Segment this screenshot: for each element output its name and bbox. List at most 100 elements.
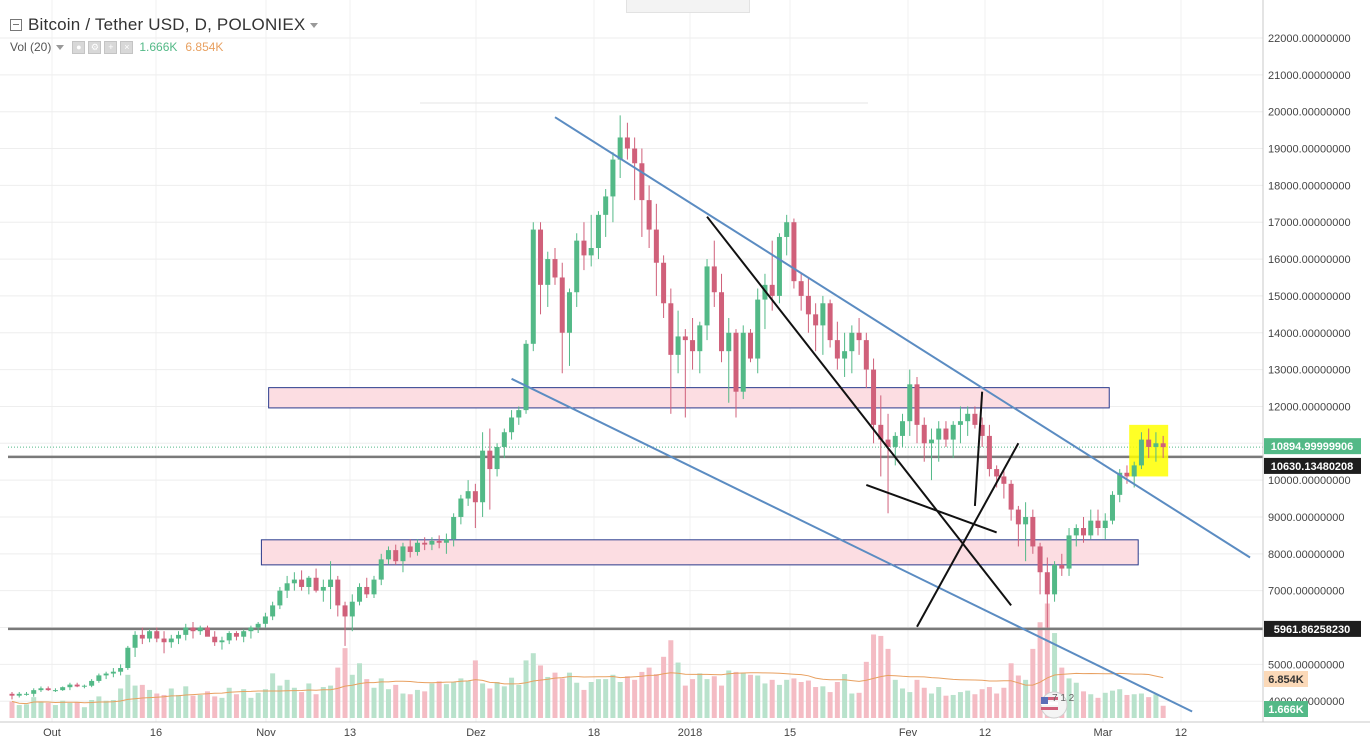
- price-tag-label: 10894.99999906: [1271, 441, 1354, 453]
- volume-bar: [1066, 678, 1072, 718]
- volume-bar: [89, 700, 95, 718]
- chart-background: [0, 0, 1263, 722]
- candle-body: [704, 266, 710, 326]
- candle-body: [67, 684, 73, 688]
- candle-body: [581, 240, 587, 256]
- symbol-title[interactable]: Bitcoin / Tether USD, D, POLONIEX: [28, 15, 306, 34]
- volume-bar: [871, 634, 877, 718]
- candle-body: [1052, 564, 1058, 595]
- volume-bar: [320, 687, 326, 718]
- candle-body: [849, 332, 855, 352]
- volume-bar: [255, 692, 261, 718]
- chevron-down-icon[interactable]: [310, 22, 319, 28]
- time-axis-label: Nov: [256, 727, 276, 739]
- eye-icon[interactable]: ●: [72, 40, 86, 54]
- volume-bar: [690, 679, 696, 718]
- volume-bar: [342, 648, 348, 718]
- volume-bar: [610, 674, 616, 718]
- time-axis-label: 16: [150, 727, 162, 739]
- candle-body: [805, 295, 811, 315]
- trend-line[interactable]: [916, 442, 1020, 628]
- candle-body: [530, 229, 536, 344]
- close-icon[interactable]: ×: [120, 40, 134, 54]
- candle-body: [299, 579, 305, 587]
- price-zone[interactable]: [268, 387, 1110, 409]
- volume-bar: [67, 702, 73, 718]
- time-axis-label: 15: [784, 727, 796, 739]
- collapse-icon[interactable]: [10, 19, 22, 31]
- candle-body: [1008, 483, 1014, 510]
- volume-bar: [313, 694, 319, 718]
- candle-body: [190, 627, 196, 632]
- trend-line[interactable]: [865, 483, 997, 534]
- volume-bar: [472, 660, 478, 718]
- trend-line[interactable]: [973, 391, 984, 506]
- candle-body: [400, 546, 406, 562]
- candle-body: [154, 631, 160, 639]
- support-resistance-zones[interactable]: [260, 387, 1139, 566]
- volume-bar: [74, 702, 80, 718]
- price-axis-label: 20000.00000000: [1268, 107, 1351, 119]
- time-axis-labels: Out 16 Nov 13 Dez 18 2018 15 Fev 12 Mar 12: [43, 727, 1187, 739]
- volume-bar: [38, 701, 44, 718]
- candle-body: [31, 690, 37, 694]
- price-axis[interactable]: [1262, 0, 1370, 743]
- candle-body: [871, 369, 877, 425]
- volume-bar: [364, 679, 370, 718]
- gear-icon[interactable]: ⚙: [88, 40, 102, 54]
- price-axis-label: 15000.00000000: [1268, 291, 1351, 303]
- volume-bar: [277, 685, 283, 718]
- volume-bar: [856, 692, 862, 718]
- candle-body: [306, 577, 312, 587]
- candle-body: [125, 647, 131, 669]
- volume-bar: [740, 672, 746, 718]
- volume-bar: [1117, 689, 1123, 718]
- indicator-label[interactable]: Vol (20): [10, 40, 52, 54]
- candle-body: [617, 137, 623, 160]
- channel-line[interactable]: [511, 377, 1193, 713]
- volume-bar: [226, 687, 232, 718]
- price-tag-label: 5961.86258230: [1274, 624, 1350, 636]
- volume-bar: [154, 693, 160, 718]
- volume-value: 1.666K: [139, 40, 178, 54]
- candle-body: [979, 424, 985, 436]
- volume-bar: [190, 695, 196, 718]
- candle-body: [747, 332, 753, 359]
- candle-body: [168, 638, 174, 643]
- price-axis-label: 9000.00000000: [1268, 512, 1344, 524]
- volume-bar: [972, 694, 978, 718]
- candle-body: [248, 627, 254, 632]
- volume-bar: [16, 705, 22, 718]
- volume-bar: [1153, 694, 1159, 718]
- price-zone[interactable]: [260, 539, 1139, 566]
- trend-lines[interactable]: [706, 216, 1020, 628]
- candle-body: [914, 384, 920, 425]
- horizontal-level-lines[interactable]: [8, 446, 1263, 631]
- channel-lines[interactable]: [511, 116, 1251, 713]
- candle-body: [1124, 472, 1130, 477]
- candle-body: [38, 688, 44, 691]
- candle-body: [1030, 516, 1036, 547]
- plus-icon[interactable]: +: [104, 40, 118, 54]
- channel-line[interactable]: [554, 116, 1251, 559]
- volume-bar: [632, 679, 638, 718]
- top-toolbar-tab[interactable]: [626, 0, 750, 13]
- candle-body: [986, 435, 992, 470]
- volume-bar: [566, 672, 572, 718]
- candle-body: [501, 432, 507, 447]
- candle-body: [132, 634, 138, 648]
- candle-body: [270, 605, 276, 617]
- volume-bar: [299, 692, 305, 718]
- trend-line[interactable]: [706, 216, 1012, 607]
- candle-body: [820, 303, 826, 326]
- chevron-down-icon[interactable]: [56, 44, 65, 50]
- candlestick-series: [9, 115, 1130, 700]
- price-axis-label: 12000.00000000: [1268, 401, 1351, 413]
- candle-body: [769, 284, 775, 296]
- time-axis-label: Mar: [1094, 727, 1113, 739]
- volume-bar: [1088, 694, 1094, 718]
- candle-body: [204, 627, 210, 637]
- volume-bar: [552, 672, 558, 718]
- time-axis[interactable]: [0, 721, 1370, 743]
